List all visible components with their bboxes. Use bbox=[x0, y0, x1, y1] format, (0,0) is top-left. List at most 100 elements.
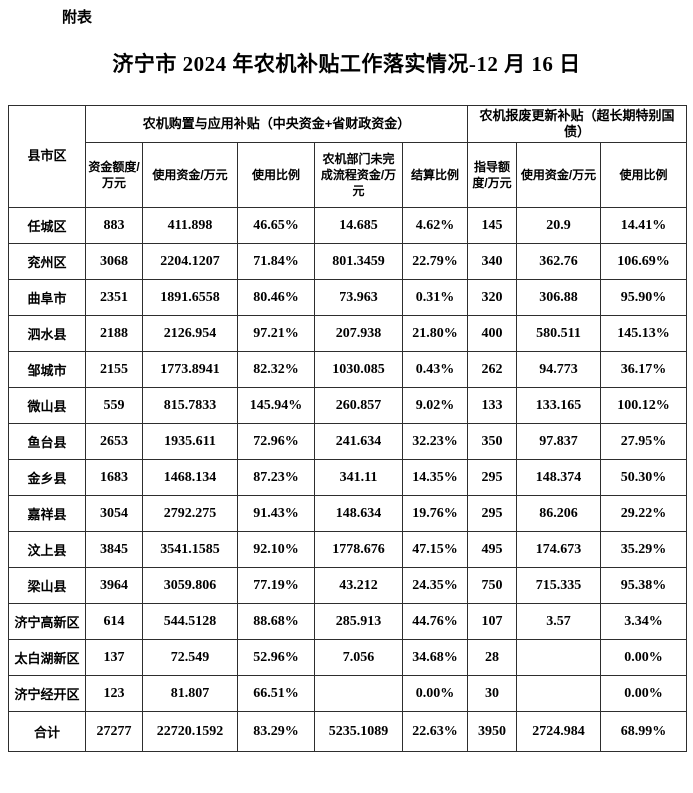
data-cell: 123 bbox=[85, 675, 143, 712]
data-cell: 145.13% bbox=[600, 315, 688, 352]
data-cell: 22.63% bbox=[401, 711, 469, 752]
data-cell: 7.056 bbox=[314, 639, 403, 676]
data-cell: 207.938 bbox=[314, 315, 403, 352]
row-name-cell: 鱼台县 bbox=[8, 423, 86, 460]
total-row: 合计 27277 22720.1592 83.29% 5235.1089 22.63% 39… bbox=[8, 711, 688, 752]
group-header-scrap-renewal-subsidy: 农机报废更新补贴（超长期特别国债） bbox=[467, 105, 688, 143]
data-cell bbox=[314, 675, 403, 712]
data-cell: 95.90% bbox=[600, 279, 688, 316]
data-cell: 614 bbox=[85, 603, 143, 640]
data-cell: 148.634 bbox=[314, 495, 403, 532]
table-row: 济宁经开区 123 81.807 66.51% 0.00% 30 0.00% bbox=[8, 675, 688, 712]
data-cell: 295 bbox=[467, 495, 518, 532]
row-name-cell: 曲阜市 bbox=[8, 279, 86, 316]
data-cell: 3845 bbox=[85, 531, 143, 568]
data-cell: 1468.134 bbox=[142, 459, 238, 496]
data-cell: 0.31% bbox=[401, 279, 469, 316]
table-row: 邹城市 2155 1773.8941 82.32% 1030.085 0.43% 262 94… bbox=[8, 351, 688, 388]
data-cell: 2126.954 bbox=[142, 315, 238, 352]
data-cell: 46.65% bbox=[237, 207, 315, 244]
data-cell bbox=[516, 639, 602, 676]
data-cell: 2351 bbox=[85, 279, 143, 316]
data-cell: 83.29% bbox=[237, 711, 315, 752]
row-name-cell: 太白湖新区 bbox=[8, 639, 86, 676]
group-header-row: 县市区 农机购置与应用补贴（中央资金+省财政资金） 农机报废更新补贴（超长期特别… bbox=[8, 105, 688, 208]
table-header: 县市区 农机购置与应用补贴（中央资金+省财政资金） 农机报废更新补贴（超长期特别… bbox=[8, 105, 688, 208]
data-cell: 3964 bbox=[85, 567, 143, 604]
data-cell: 4.62% bbox=[401, 207, 469, 244]
data-cell: 94.773 bbox=[516, 351, 602, 388]
sub-header-cell: 指导额度/万元 bbox=[467, 142, 518, 208]
data-cell: 495 bbox=[467, 531, 518, 568]
data-cell: 24.35% bbox=[401, 567, 469, 604]
data-cell: 21.80% bbox=[401, 315, 469, 352]
row-name-cell: 泗水县 bbox=[8, 315, 86, 352]
data-cell: 0.43% bbox=[401, 351, 469, 388]
data-cell: 174.673 bbox=[516, 531, 602, 568]
data-cell: 148.374 bbox=[516, 459, 602, 496]
data-cell: 72.96% bbox=[237, 423, 315, 460]
data-cell: 66.51% bbox=[237, 675, 315, 712]
data-cell: 580.511 bbox=[516, 315, 602, 352]
sub-header-cell: 结算比例 bbox=[401, 142, 469, 208]
data-cell: 68.99% bbox=[600, 711, 688, 752]
page-title: 济宁市 2024 年农机补贴工作落实情况-12 月 16 日 bbox=[112, 52, 581, 76]
data-cell: 133 bbox=[467, 387, 518, 424]
data-cell: 1935.611 bbox=[142, 423, 238, 460]
data-cell: 320 bbox=[467, 279, 518, 316]
data-cell: 82.32% bbox=[237, 351, 315, 388]
row-name-cell: 梁山县 bbox=[8, 567, 86, 604]
data-cell: 47.15% bbox=[401, 531, 469, 568]
data-cell: 43.212 bbox=[314, 567, 403, 604]
data-cell: 19.76% bbox=[401, 495, 469, 532]
table-row: 鱼台县 2653 1935.611 72.96% 241.634 32.23% 350 97.… bbox=[8, 423, 688, 460]
data-cell: 1773.8941 bbox=[142, 351, 238, 388]
data-cell: 241.634 bbox=[314, 423, 403, 460]
data-cell: 262 bbox=[467, 351, 518, 388]
data-cell: 544.5128 bbox=[142, 603, 238, 640]
table-row: 金乡县 1683 1468.134 87.23% 341.11 14.35% 295 148.… bbox=[8, 459, 688, 496]
data-cell: 81.807 bbox=[142, 675, 238, 712]
row-name-cell: 合计 bbox=[8, 711, 86, 752]
row-name-cell: 济宁高新区 bbox=[8, 603, 86, 640]
data-cell: 559 bbox=[85, 387, 143, 424]
annotation-label: 附表 bbox=[62, 9, 93, 26]
data-cell: 0.00% bbox=[401, 675, 469, 712]
data-cell: 3054 bbox=[85, 495, 143, 532]
data-cell: 97.837 bbox=[516, 423, 602, 460]
data-cell bbox=[516, 675, 602, 712]
data-cell: 400 bbox=[467, 315, 518, 352]
data-cell: 30 bbox=[467, 675, 518, 712]
data-cell: 306.88 bbox=[516, 279, 602, 316]
data-cell: 145 bbox=[467, 207, 518, 244]
data-cell: 107 bbox=[467, 603, 518, 640]
row-name-cell: 济宁经开区 bbox=[8, 675, 86, 712]
data-cell: 29.22% bbox=[600, 495, 688, 532]
data-cell: 106.69% bbox=[600, 243, 688, 280]
table-row: 嘉祥县 3054 2792.275 91.43% 148.634 19.76% 295 86.… bbox=[8, 495, 688, 532]
data-cell: 3950 bbox=[467, 711, 518, 752]
data-cell: 341.11 bbox=[314, 459, 403, 496]
data-cell: 32.23% bbox=[401, 423, 469, 460]
table-body: 任城区 883 411.898 46.65% 14.685 4.62% 145 20.9 14.… bbox=[8, 207, 688, 752]
data-cell: 92.10% bbox=[237, 531, 315, 568]
data-cell: 3068 bbox=[85, 243, 143, 280]
table-row: 兖州区 3068 2204.1207 71.84% 801.3459 22.79% 340 3… bbox=[8, 243, 688, 280]
data-cell: 0.00% bbox=[600, 675, 688, 712]
data-cell: 145.94% bbox=[237, 387, 315, 424]
data-cell: 2204.1207 bbox=[142, 243, 238, 280]
table-row: 微山县 559 815.7833 145.94% 260.857 9.02% 133 133.… bbox=[8, 387, 688, 424]
row-name-cell: 任城区 bbox=[8, 207, 86, 244]
data-cell: 87.23% bbox=[237, 459, 315, 496]
data-cell: 1683 bbox=[85, 459, 143, 496]
data-cell: 350 bbox=[467, 423, 518, 460]
data-cell: 2724.984 bbox=[516, 711, 602, 752]
data-cell: 133.165 bbox=[516, 387, 602, 424]
data-cell: 883 bbox=[85, 207, 143, 244]
data-cell: 97.21% bbox=[237, 315, 315, 352]
data-cell: 3541.1585 bbox=[142, 531, 238, 568]
data-cell: 411.898 bbox=[142, 207, 238, 244]
sub-header-cell: 资金额度/万元 bbox=[85, 142, 143, 208]
data-cell: 2188 bbox=[85, 315, 143, 352]
